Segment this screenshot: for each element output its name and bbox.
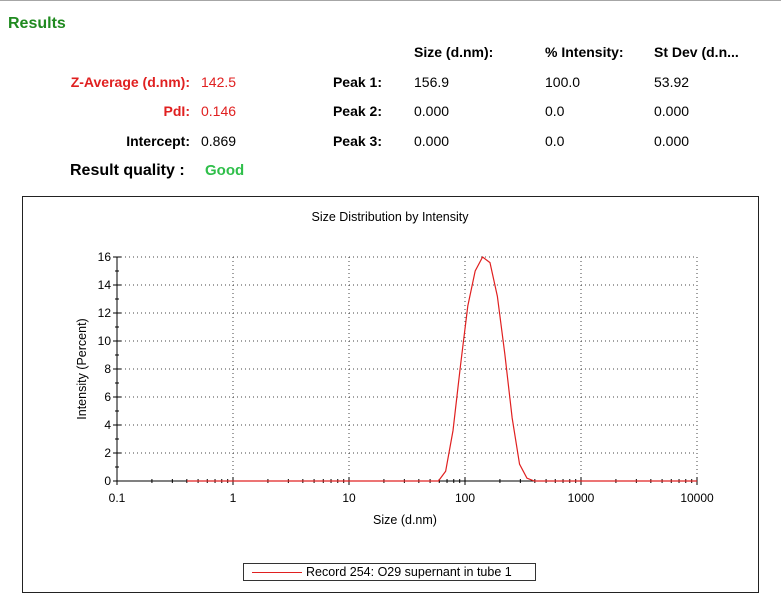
pdi-label: PdI:	[163, 103, 190, 119]
y-tick-label: 12	[98, 306, 112, 320]
legend-entry: Record 254: O29 supernant in tube 1	[306, 565, 512, 579]
z-average-label: Z-Average (d.nm):	[70, 74, 190, 90]
axes: 0 2 4 6 8 10 12 14 16 0.1 1 10 100 1000 10000	[98, 250, 714, 505]
intensity-column-header: % Intensity:	[545, 44, 624, 60]
peak-1-label: Peak 1:	[332, 74, 382, 90]
z-average-value: 142.5	[201, 74, 237, 90]
peak-3-label: Peak 3:	[332, 133, 382, 149]
grid-lines	[117, 256, 698, 481]
x-tick-label: 0.1	[109, 491, 126, 505]
y-tick-label: 8	[104, 362, 111, 376]
result-quality-value: Good	[205, 162, 245, 179]
size-column-header: Size (d.nm):	[414, 44, 494, 60]
y-tick-label: 14	[98, 278, 112, 292]
y-tick-label: 6	[104, 390, 111, 404]
peak-3-size: 0.000	[414, 133, 450, 149]
peak-2-label: Peak 2:	[332, 103, 382, 119]
y-tick-label: 16	[98, 250, 112, 264]
pdi-value: 0.146	[201, 103, 237, 119]
peak-1-intensity: 100.0	[545, 74, 581, 90]
peak-2-intensity: 0.0	[545, 103, 565, 119]
legend-swatch	[252, 572, 302, 573]
x-axis-label: Size (d.nm)	[373, 513, 437, 527]
peak-1-size: 156.9	[414, 74, 450, 90]
intercept-label: Intercept:	[126, 133, 190, 149]
peak-1-stdev: 53.92	[654, 74, 690, 90]
peak-2-size: 0.000	[414, 103, 450, 119]
x-tick-label: 10	[342, 491, 356, 505]
results-title: Results	[8, 15, 66, 32]
stdev-column-header: St Dev (d.n...	[654, 44, 739, 60]
y-tick-label: 10	[98, 334, 112, 348]
y-tick-label: 2	[104, 446, 111, 460]
series-layer	[186, 256, 697, 482]
y-tick-label: 0	[104, 474, 111, 488]
series-line	[186, 256, 697, 482]
chart-title: Size Distribution by Intensity	[311, 210, 469, 224]
peak-2-stdev: 0.000	[654, 103, 690, 119]
peak-3-intensity: 0.0	[545, 133, 565, 149]
top-divider	[0, 0, 781, 1]
y-tick-label: 4	[104, 418, 111, 432]
y-axis-label: Intensity (Percent)	[75, 318, 89, 419]
intercept-value: 0.869	[201, 133, 237, 149]
legend: Record 254: O29 supernant in tube 1	[243, 563, 536, 581]
x-tick-label: 100	[455, 491, 475, 505]
x-tick-label: 1000	[568, 491, 595, 505]
x-tick-label: 10000	[680, 491, 714, 505]
peak-3-stdev: 0.000	[654, 133, 690, 149]
result-quality-label: Result quality :	[70, 162, 185, 179]
chart-frame	[22, 196, 759, 593]
x-tick-label: 1	[230, 491, 237, 505]
